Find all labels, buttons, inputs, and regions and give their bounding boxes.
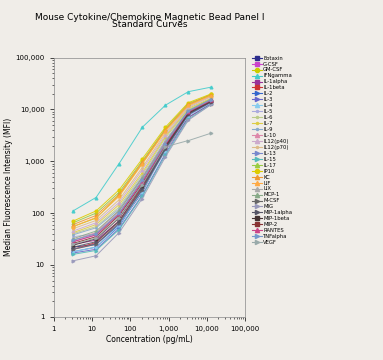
X-axis label: Concentration (pg/mL): Concentration (pg/mL) [106, 334, 193, 343]
Legend: Eotaxin, G-CSF, GM-CSF, IFNgamma, IL-1alpha, IL-1beta, IL-2, IL-3, IL-4, IL-5, I: Eotaxin, G-CSF, GM-CSF, IFNgamma, IL-1al… [252, 55, 293, 246]
Y-axis label: Median Fluorescence Intensity (MFI): Median Fluorescence Intensity (MFI) [3, 118, 13, 256]
Text: Mouse Cytokine/Chemokine Magnetic Bead Panel I: Mouse Cytokine/Chemokine Magnetic Bead P… [34, 13, 264, 22]
Text: Standard Curves: Standard Curves [111, 20, 187, 29]
